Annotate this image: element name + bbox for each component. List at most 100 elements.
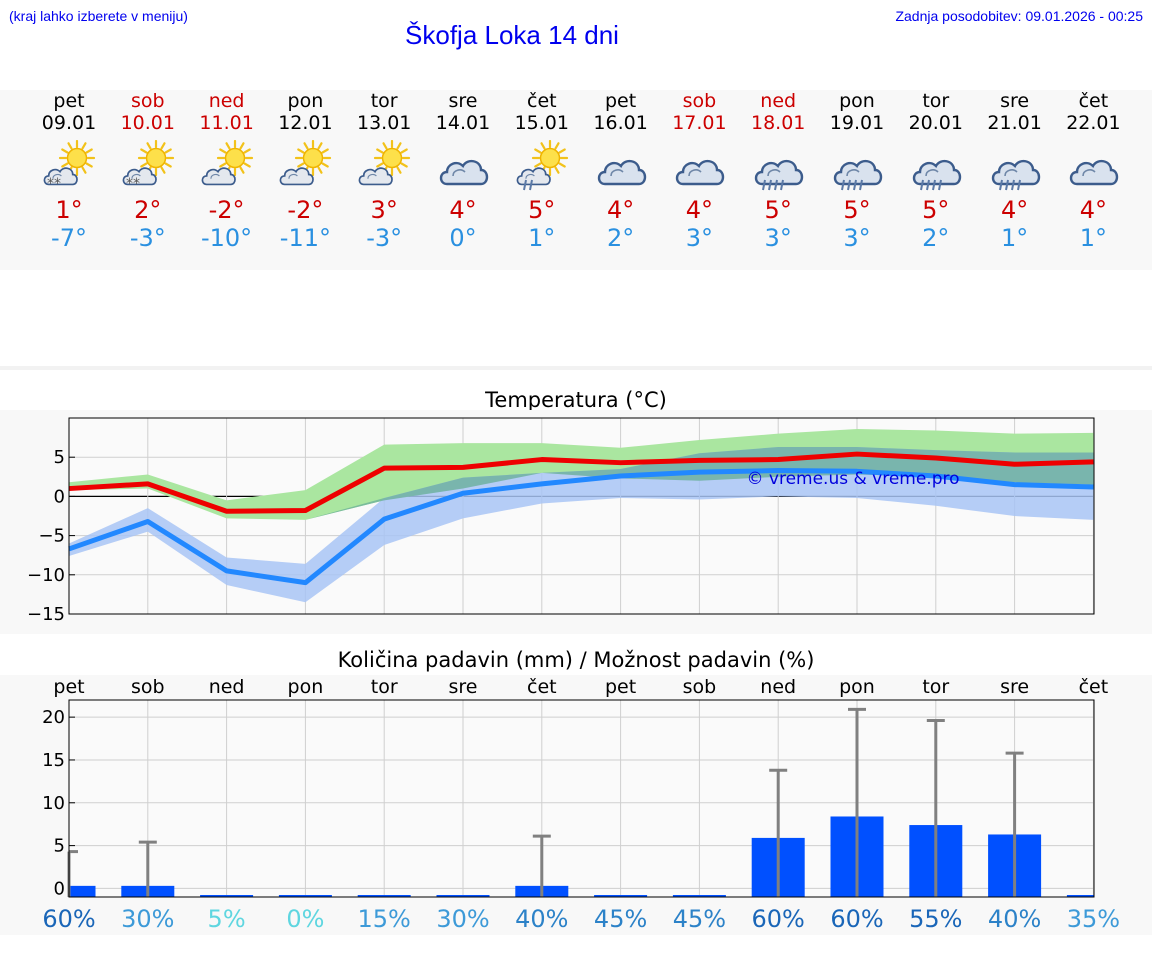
sun-rays	[137, 140, 174, 177]
sun-ray	[238, 142, 245, 150]
last-updated: Zadnja posodobitev: 09.01.2026 - 00:25	[895, 8, 1143, 24]
sun-cloud-rain-icon	[516, 140, 568, 191]
cloud-shape	[1070, 159, 1119, 186]
sun-ray	[146, 142, 152, 150]
sun-ray	[85, 162, 93, 168]
precip-bar	[436, 895, 490, 897]
day-date: 11.01	[199, 112, 254, 134]
precip-day-label: čet	[527, 676, 557, 698]
sun-cloud-icon	[279, 140, 332, 186]
day-name: pet	[53, 90, 85, 112]
sun-ray	[317, 166, 323, 174]
sun-ray	[164, 162, 172, 168]
min-temperature-line	[68, 468, 1094, 586]
y-tick-label: 20	[42, 707, 65, 728]
menu-note[interactable]: (kraj lahko izberete v meniju)	[9, 8, 188, 24]
precip-day-label: sob	[683, 676, 717, 698]
min-temperature: 1°	[1079, 224, 1108, 252]
cloud-shape	[912, 159, 961, 186]
precip-probability: 60%	[830, 905, 883, 933]
max-temperature: 2°	[134, 196, 162, 224]
cloud-rain-icon	[912, 159, 961, 191]
cloud-rain-icon	[755, 159, 804, 191]
sun-ray	[533, 162, 542, 168]
sun-ray	[396, 142, 402, 150]
cloud-shape	[279, 167, 315, 186]
rain-drop	[919, 179, 924, 191]
page-title: Škofja Loka 14 dni	[405, 20, 619, 50]
cloud-icon	[597, 159, 646, 186]
cloud-shape	[358, 167, 394, 186]
min-temperature: 3°	[685, 224, 714, 252]
divider	[0, 366, 1152, 370]
y-tick-label: 0	[54, 878, 65, 899]
sun-ray	[218, 162, 227, 168]
min-temperature: 2°	[606, 224, 635, 252]
cloud-detail	[288, 173, 299, 179]
sun-ray	[160, 166, 166, 174]
cloud-outline	[1070, 159, 1119, 186]
day-date: 16.01	[593, 112, 648, 134]
rain-drop	[762, 179, 767, 191]
cloud-shape	[439, 159, 489, 186]
day-column: tor 13.01 3° -3°	[345, 90, 423, 252]
y-tick-label: 5	[54, 447, 65, 468]
day-column: pon 19.01 5° 3°	[818, 90, 896, 252]
day-date: 19.01	[829, 112, 885, 134]
day-name: sob	[682, 90, 717, 112]
sun-ray	[297, 162, 305, 168]
cloud-detail	[688, 169, 702, 177]
max-temperature-line	[68, 451, 1094, 514]
day-date: 22.01	[1066, 112, 1121, 134]
sun-rays	[58, 140, 96, 177]
cloud-shape	[43, 167, 78, 186]
day-date: 14.01	[435, 112, 491, 134]
overlap-band	[69, 447, 1094, 520]
rain-drop	[774, 179, 779, 191]
day-column: sre 14.01 4° 0°	[424, 90, 502, 252]
rain-drop	[841, 179, 845, 191]
cloud-outline	[279, 167, 315, 186]
cloud-icon	[1070, 159, 1119, 186]
sun-ray	[224, 142, 231, 150]
precip-day-label: sre	[1000, 676, 1029, 698]
precip-day-label: pon	[288, 676, 324, 698]
precipitation-chart-title: Količina padavin (mm) / Možnost padavin …	[337, 648, 815, 672]
rain-drop	[859, 179, 863, 191]
max-temperature: 4°	[449, 196, 477, 224]
day-column: sob 17.01 4° 3°	[660, 90, 738, 252]
max-temperature: 4°	[1079, 196, 1108, 224]
cloud-shape	[755, 159, 804, 186]
cloud-rain-icon	[991, 159, 1040, 191]
rain-drops	[522, 179, 533, 191]
precip-probability: 15%	[358, 905, 411, 933]
rain-drops	[841, 179, 863, 191]
precip-day-label: tor	[371, 676, 398, 698]
precip-day-label: sob	[131, 676, 165, 698]
day-date: 15.01	[514, 112, 569, 134]
max-temperature: -2°	[287, 196, 324, 224]
y-tick-label: 0	[54, 486, 65, 507]
sun-cloud-snow-icon: **	[43, 140, 96, 192]
cloud-shape	[516, 167, 551, 186]
max-temperature: 4°	[1000, 196, 1029, 224]
rain-drops	[762, 179, 785, 191]
precip-bar	[69, 885, 96, 897]
rain-drop	[931, 179, 936, 191]
min-temperature: 3°	[764, 224, 792, 252]
cloud-detail	[1003, 169, 1018, 177]
max-temperature: 5°	[843, 196, 871, 224]
sun-ray	[164, 148, 172, 154]
max-temperature: -2°	[208, 196, 245, 224]
cloud-outline	[597, 159, 646, 186]
cloud-outline	[439, 159, 489, 186]
sun-disc	[66, 147, 88, 169]
y-tick-label: −15	[27, 604, 65, 625]
cloud-shape	[201, 167, 236, 186]
sun-cloud-icon	[358, 140, 411, 186]
sun-cloud-snow-icon: **	[122, 140, 174, 192]
min-temperature: -7°	[51, 224, 87, 252]
rain-drop	[528, 179, 533, 191]
min-temperature: 1°	[1000, 224, 1029, 252]
precip-bar	[672, 895, 726, 897]
